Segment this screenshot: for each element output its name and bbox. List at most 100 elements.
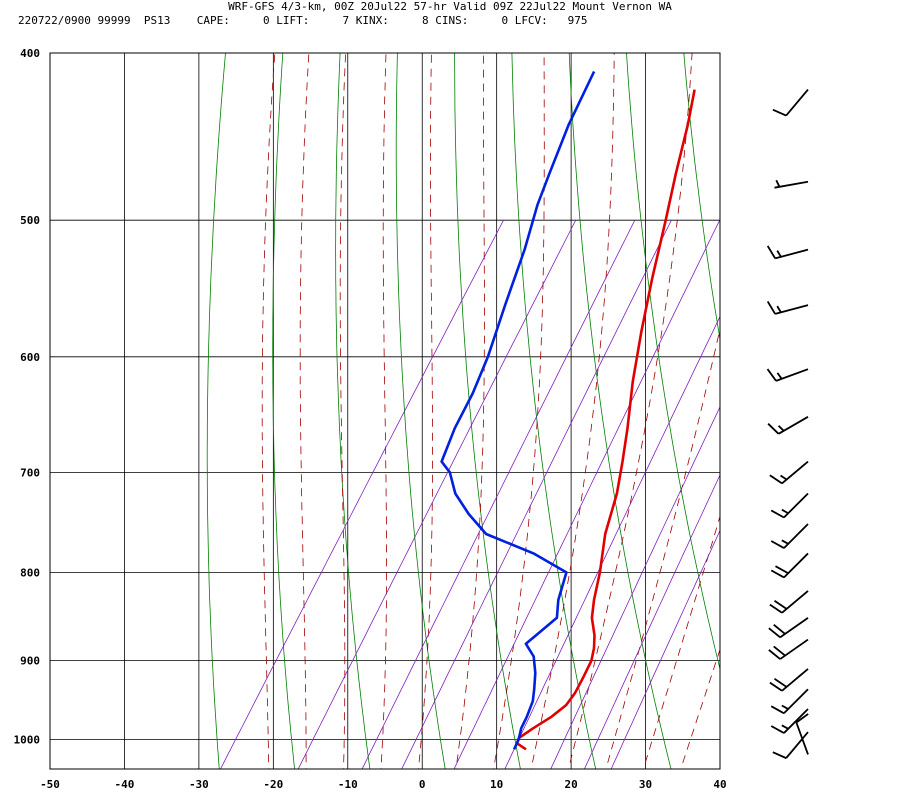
x-tick-label: 40 <box>713 778 726 791</box>
moist-adiabat-line <box>493 53 545 769</box>
adiabat-lines <box>206 53 900 769</box>
moist-adiabat-line <box>642 514 720 769</box>
wind-barb <box>770 492 809 519</box>
wind-barb-flag <box>795 713 809 724</box>
y-tick-label: 500 <box>20 214 40 227</box>
wind-barb-half-flag <box>781 539 789 545</box>
wind-barb-flag <box>767 423 780 435</box>
moist-adiabat-line <box>605 327 720 769</box>
wind-barb <box>770 688 809 715</box>
sounding-indices-line: 220722/0900 99999 PS13 CAPE: 0 LIFT: 7 K… <box>18 14 588 27</box>
moist-adiabat-line <box>568 53 693 769</box>
moist-adiabat-line <box>680 648 720 769</box>
dry-adiabat-line <box>395 53 446 769</box>
mixing-ratio-line <box>361 220 636 769</box>
moist-adiabat-line <box>455 53 485 769</box>
wind-barb-flag <box>769 681 783 692</box>
wind-barb <box>769 590 809 614</box>
x-tick-label: -40 <box>115 778 135 791</box>
x-tick-label: 10 <box>490 778 503 791</box>
mixing-ratio-line <box>220 220 504 769</box>
wind-barb-half-flag <box>776 372 783 380</box>
wind-barb <box>768 617 809 639</box>
dry-adiabat-line <box>798 53 900 769</box>
y-tick-label: 400 <box>20 47 40 60</box>
wind-barb-half-flag <box>776 250 782 258</box>
y-tick-label: 900 <box>20 655 40 668</box>
x-tick-label: -10 <box>338 778 358 791</box>
wind-barb-staff <box>774 180 809 189</box>
y-tick-label: 1000 <box>14 734 41 747</box>
wind-barb-half-flag <box>781 704 789 710</box>
wind-barb-half-flag <box>777 425 785 432</box>
wind-barb-flag <box>770 705 785 715</box>
dewpoint-profile <box>440 70 596 750</box>
moist-adiabat-line <box>717 762 720 769</box>
wind-barb-flag <box>770 509 785 519</box>
wind-barb-half-flag <box>775 179 781 188</box>
wind-barb-flag <box>768 649 781 660</box>
dry-adiabat-line <box>206 53 226 769</box>
wind-barb-flag <box>773 600 788 610</box>
wind-barb-flag <box>772 751 787 759</box>
dry-adiabat-line <box>335 53 371 769</box>
x-tick-labels: -50 -40 -30 -20 -10 0 10 20 30 40 <box>40 778 727 791</box>
wind-barb <box>766 245 809 260</box>
moist-adiabat-line <box>380 53 388 769</box>
wind-barb <box>768 638 809 660</box>
wind-barb <box>774 179 809 189</box>
wind-barb <box>767 416 809 435</box>
moist-adiabat-line <box>418 53 434 769</box>
wind-barb-flag <box>773 678 788 688</box>
wind-barb <box>772 88 809 117</box>
wind-barbs <box>766 88 809 759</box>
wind-barb-staff <box>785 88 809 117</box>
wind-barb-flag <box>773 645 786 657</box>
wind-barb-flag <box>766 368 777 382</box>
y-tick-label: 700 <box>20 466 40 479</box>
wind-barb-flag <box>769 474 783 485</box>
dry-adiabat-line <box>568 53 672 769</box>
moist-adiabat-line <box>299 53 310 769</box>
wind-barb-flag <box>770 569 785 579</box>
sounding-profiles <box>440 70 696 751</box>
dry-adiabat-line <box>272 53 295 769</box>
mixing-ratio-line <box>453 220 720 769</box>
wind-barb <box>769 460 809 485</box>
chart-title: WRF-GFS 4/3-km, 00Z 20Jul22 57-hr Valid … <box>228 0 672 13</box>
mixing-ratio-line <box>504 315 720 769</box>
wind-barb-flag <box>770 725 785 734</box>
wind-barb-flag <box>769 603 783 614</box>
wind-barb <box>769 668 809 692</box>
wind-barb-half-flag <box>780 474 788 481</box>
wind-barb-half-flag <box>781 508 789 515</box>
wind-barb-flag <box>773 624 786 635</box>
x-tick-label: -30 <box>189 778 209 791</box>
y-tick-label: 600 <box>20 351 40 364</box>
dry-adiabat-line <box>741 53 897 769</box>
dry-adiabat-line <box>856 53 900 769</box>
wind-barb <box>766 300 809 315</box>
x-tick-label: -50 <box>40 778 60 791</box>
wind-barb-flag <box>766 245 776 259</box>
wind-barb <box>772 731 809 759</box>
moist-adiabat-line <box>339 53 346 769</box>
moist-adiabat-line <box>530 53 615 769</box>
plot-frame <box>49 52 721 770</box>
x-tick-label: 30 <box>639 778 652 791</box>
temperature-profile <box>515 89 696 751</box>
y-tick-labels: 400 500 600 700 800 900 1000 <box>14 47 41 747</box>
wind-barb-flag <box>775 565 789 575</box>
dry-adiabat-line <box>683 53 720 342</box>
wind-barb-half-flag <box>781 724 789 730</box>
wind-barb-flag <box>768 627 781 639</box>
mixing-ratio-line <box>610 529 720 769</box>
wind-barb <box>770 708 809 734</box>
mixing-ratio-line <box>401 220 672 769</box>
dry-adiabat-line <box>626 53 720 671</box>
wind-barb-flag <box>770 540 785 549</box>
wind-barb-flag <box>772 108 787 117</box>
x-tick-label: -20 <box>263 778 283 791</box>
wind-barb-flag <box>766 300 776 315</box>
